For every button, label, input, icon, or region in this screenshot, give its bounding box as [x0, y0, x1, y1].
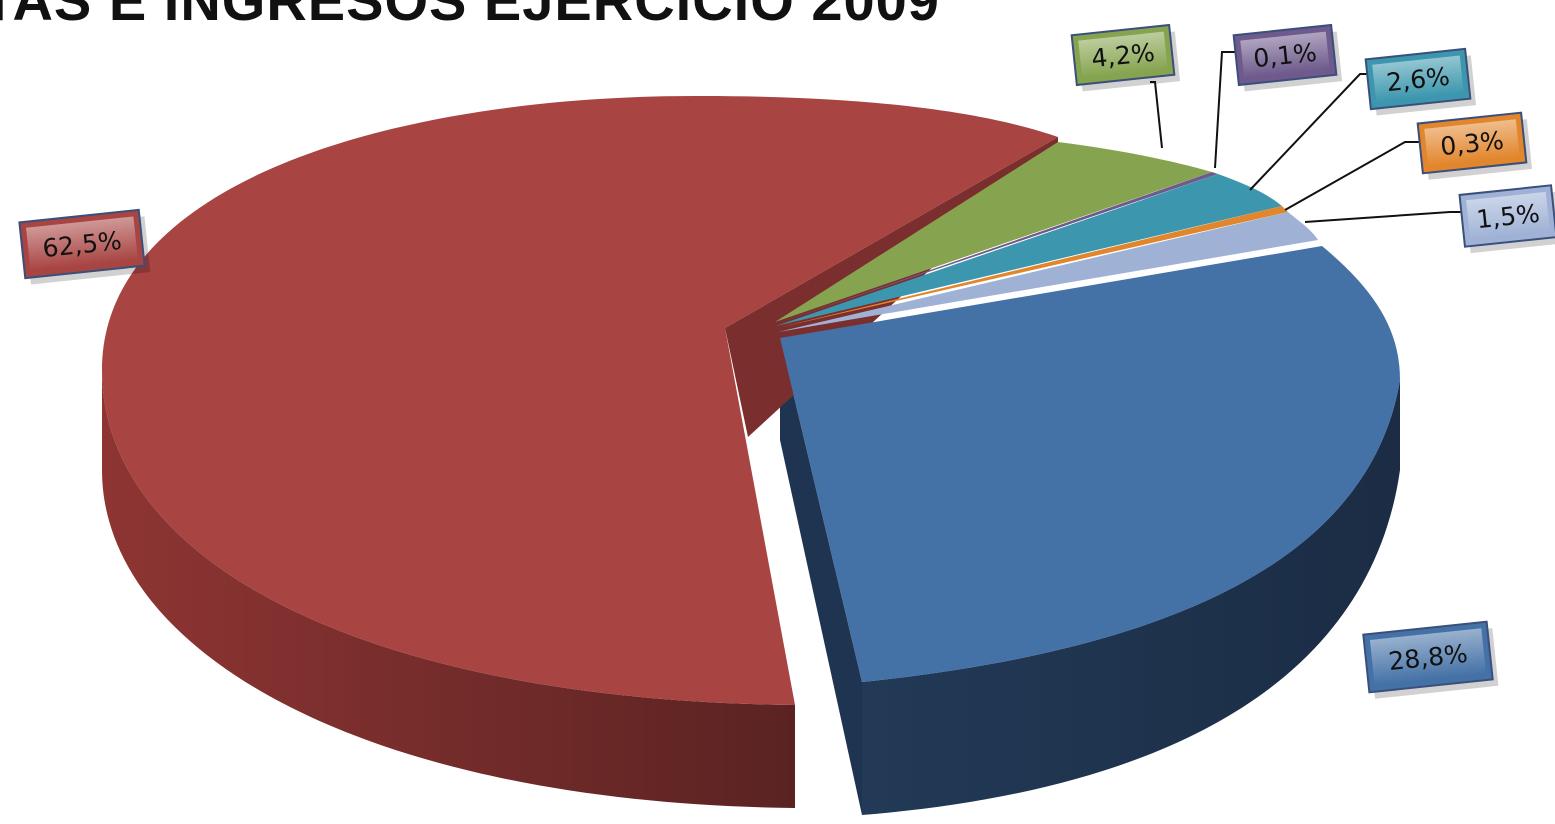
slice-top-4 — [776, 174, 1282, 326]
data-label-gloss — [25, 216, 139, 272]
data-label-text: 0,1% — [1252, 38, 1318, 73]
data-label-text: 0,3% — [1439, 126, 1505, 161]
leader-line-6 — [1304, 211, 1462, 223]
data-label-2: 4,2% — [1070, 23, 1181, 92]
data-label-gloss — [1369, 628, 1487, 686]
slice-side-7-inner — [780, 338, 862, 815]
data-label-4: 2,6% — [1364, 47, 1477, 116]
slice-top-1 — [102, 95, 1058, 705]
data-label-1: 62,5% — [18, 208, 151, 285]
data-label-gloss — [1372, 55, 1464, 103]
slice-top-5 — [777, 206, 1288, 328]
data-labels: 62,5% 4,2% 0,1% 2,6% 0,3% 1,5% 28,8% — [18, 23, 1555, 699]
leader-line-5 — [1284, 141, 1420, 211]
data-label-3: 0,1% — [1232, 23, 1343, 92]
data-label-text: 2,6% — [1385, 62, 1451, 97]
leader-line-3 — [1214, 51, 1235, 169]
data-label-gloss — [1240, 31, 1330, 79]
leader-line-4 — [1249, 73, 1372, 191]
data-label-6: 1,5% — [1458, 184, 1555, 254]
data-label-text: 4,2% — [1090, 38, 1156, 73]
pie-tops — [102, 95, 1400, 705]
slice-top-2 — [775, 142, 1212, 322]
slice-top-3 — [775, 172, 1218, 324]
slice-side-7 — [862, 380, 1400, 815]
data-label-7: 28,8% — [1362, 620, 1499, 699]
chart-title: NTAS E INGRESOS EJERCICIO 2009 — [0, 0, 940, 32]
data-label-gloss — [1078, 31, 1168, 79]
slice-top-6 — [778, 212, 1318, 332]
slice-top-7 — [780, 246, 1400, 682]
data-label-gloss — [1466, 191, 1550, 241]
data-label-gloss — [1424, 119, 1520, 167]
leader-line-2 — [1150, 81, 1163, 149]
data-label-5: 0,3% — [1416, 111, 1533, 180]
data-label-text: 1,5% — [1475, 199, 1541, 234]
slice-side-1 — [102, 370, 795, 808]
